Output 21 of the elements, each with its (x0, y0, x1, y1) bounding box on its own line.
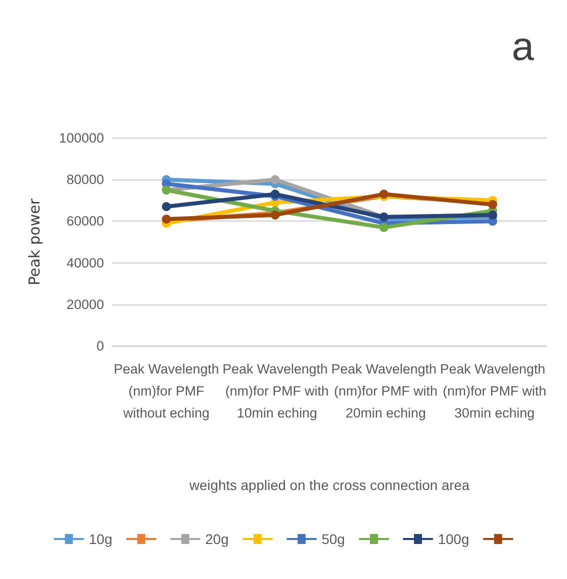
legend-label: 100g (438, 531, 470, 547)
y-tick-label: 0 (96, 338, 104, 354)
legend-label: 50g (322, 531, 345, 547)
x-axis-title: weights applied on the cross connection area (188, 477, 470, 493)
y-tick-label: 60000 (66, 214, 104, 229)
x-tick-label: Peak Wavelength (nm)for PMF with 10min eching (221, 362, 329, 420)
legend-label: 10g (88, 531, 112, 547)
point (488, 200, 498, 210)
y-tick-label: 80000 (66, 172, 104, 188)
y-tick-label: 20000 (66, 296, 104, 312)
x-tick-label: Peak Wavelength (nm)for PMF with 20min eching (330, 362, 438, 420)
point (270, 175, 280, 184)
y-axis-title: Peak power (26, 198, 44, 286)
point (162, 202, 171, 212)
x-tick-label: Peak Wavelength (nm)for PMF with 30min eching (438, 362, 546, 420)
x-tick-label: Peak Wavelength (nm)for PMF without eching (114, 362, 220, 420)
legend-label: 20g (205, 531, 229, 547)
chart-title: a (512, 25, 535, 69)
y-tick-label: 40000 (66, 255, 104, 270)
point (379, 222, 388, 232)
y-tick-label: 100000 (58, 130, 104, 146)
